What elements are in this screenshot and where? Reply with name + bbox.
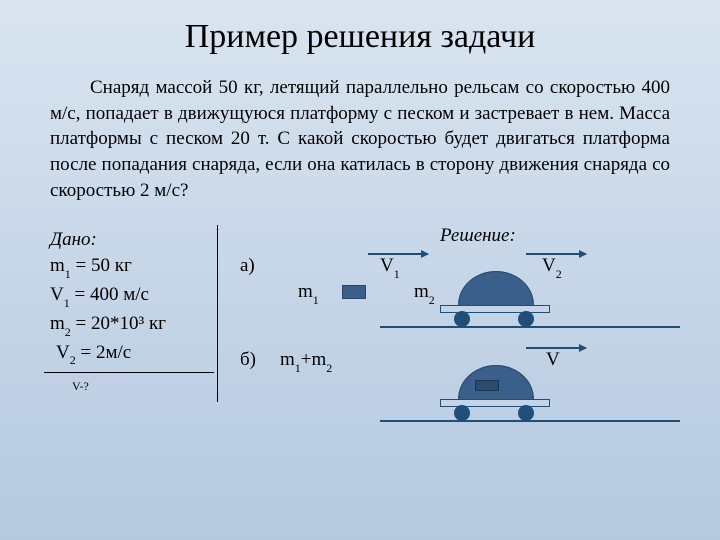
problem-text: Снаряд массой 50 кг, летящий параллельно… [50,75,670,203]
m1-val: = 50 кг [71,255,132,276]
rails-icon [380,326,680,328]
cart-b-icon [440,365,550,423]
unknown: V-? [72,379,240,394]
tag-b: б) [240,349,256,371]
arrow-v2 [526,253,586,255]
m1-sub: 1 [65,267,71,281]
rails-icon [380,420,680,422]
v1-val: = 400 м/с [70,284,149,305]
wheel-icon [518,405,534,421]
given-v1: V1 = 400 м/с [50,284,240,309]
solution-area: Дано: m1 = 50 кг V1 = 400 м/с m2 = 20*10… [50,225,670,394]
label-v1: V1 [380,255,400,280]
m1-sym: m [50,255,65,276]
m12-plus: +m [301,349,327,370]
label-m2: m2 [414,281,435,306]
vertical-separator [217,225,218,402]
given-heading: Дано: [50,229,240,251]
given-separator [44,372,214,373]
m2-sub: 2 [65,325,71,339]
label-m1m2: m1+m2 [280,349,332,374]
v2-sub: 2 [70,353,76,367]
given-block: Дано: m1 = 50 кг V1 = 400 м/с m2 = 20*10… [50,225,240,394]
wheel-icon [454,311,470,327]
arrow-v [526,347,586,349]
sand-heap-with-bullet-icon [458,365,534,403]
slide: Пример решения задачи Снаряд массой 50 к… [0,0,720,404]
v2-subscript: 2 [556,267,562,281]
cart-a-icon [440,271,550,329]
wheel-icon [518,311,534,327]
m1-letter: m [298,281,313,302]
m2-letter: m [414,281,429,302]
label-m1: m1 [298,281,319,306]
given-v2: V2 = 2м/с [56,342,240,367]
page-title: Пример решения задачи [50,18,670,56]
given-m2: m2 = 20*10³ кг [50,313,240,338]
v2-val: = 2м/с [76,342,131,363]
v1-letter: V [380,255,394,276]
v1-subscript: 1 [394,267,400,281]
v1-sub: 1 [64,296,70,310]
tag-a: а) [240,255,255,277]
arrow-v1 [368,253,428,255]
m2-sym: m [50,313,65,334]
m1-subscript: 1 [313,293,319,307]
v1-sym: V [50,284,64,305]
solution-block: Решение: а) V1 m1 V2 [240,225,670,394]
m2-val: = 20*10³ кг [71,313,166,334]
projectile-icon [342,285,366,299]
m12-sub-a: 1 [295,361,301,375]
m12-a: m [280,349,295,370]
m12-sub-b: 2 [326,361,332,375]
sand-heap-icon [458,271,534,309]
v2-sym: V [56,342,70,363]
solution-heading: Решение: [440,225,516,247]
m2-subscript: 2 [429,293,435,307]
wheel-icon [454,405,470,421]
given-m1: m1 = 50 кг [50,255,240,280]
